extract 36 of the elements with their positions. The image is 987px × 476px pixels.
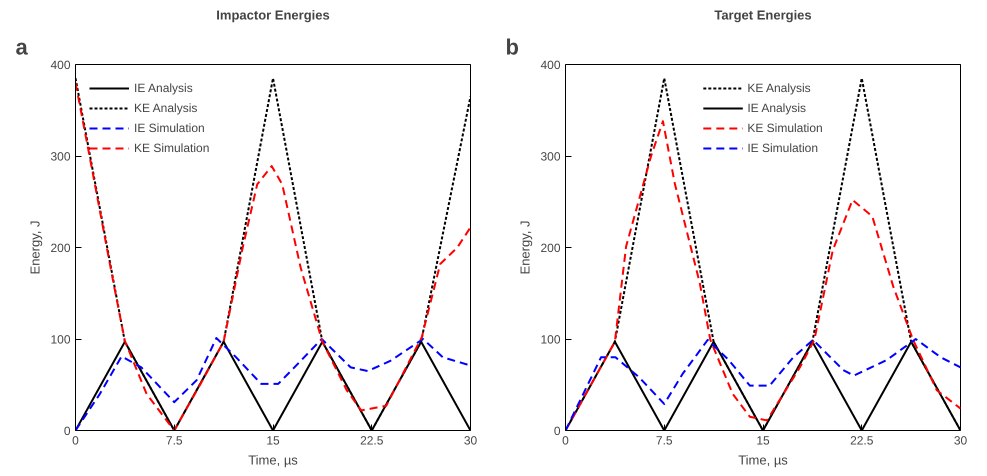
chart-title: Target Energies — [714, 8, 812, 22]
x-tick-label: 15 — [756, 434, 770, 448]
legend-label: IE Simulation — [747, 141, 818, 155]
legend-label: KE Simulation — [747, 121, 823, 135]
x-tick-label: 30 — [954, 434, 968, 448]
x-tick-label: 22.5 — [360, 434, 384, 448]
x-tick-label: 15 — [266, 434, 280, 448]
y-tick-label: 0 — [64, 424, 71, 438]
legend-label: IE Analysis — [134, 81, 193, 95]
x-tick-label: 0 — [72, 434, 80, 448]
text: b — [506, 34, 519, 60]
y-tick-label: 100 — [540, 332, 561, 346]
y-tick-label: 100 — [50, 332, 71, 346]
y-tick-label: 300 — [50, 150, 71, 164]
x-axis-title: Time, µs — [738, 452, 788, 468]
y-tick-label: 0 — [554, 424, 561, 438]
x-tick-label: 7.5 — [166, 434, 183, 448]
y-axis-title: Energy, J — [517, 220, 532, 274]
y-tick-label: 400 — [540, 58, 561, 72]
x-tick-label: 7.5 — [656, 434, 673, 448]
legend-label: KE Analysis — [134, 101, 198, 115]
y-tick-label: 200 — [50, 241, 71, 255]
y-tick-label: 300 — [540, 150, 561, 164]
y-tick-label: 200 — [540, 241, 561, 255]
x-tick-label: 30 — [464, 434, 478, 448]
x-tick-label: 22.5 — [850, 434, 874, 448]
text: a — [16, 34, 28, 60]
legend-label: IE Analysis — [747, 101, 806, 115]
y-axis-title: Energy, J — [27, 220, 42, 274]
y-tick-label: 400 — [50, 58, 71, 72]
chart-title: Impactor Energies — [216, 8, 330, 22]
x-tick-label: 0 — [562, 434, 570, 448]
x-axis-title: Time, µs — [248, 452, 298, 468]
legend-label: IE Simulation — [134, 121, 205, 135]
legend-label: KE Simulation — [134, 141, 210, 155]
legend-label: KE Analysis — [747, 81, 811, 95]
